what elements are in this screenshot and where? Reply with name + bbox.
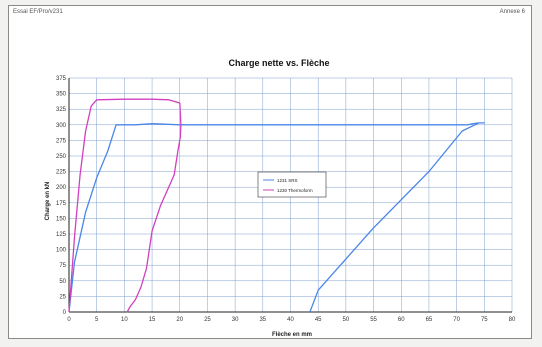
- x-tick-label-5: 25: [204, 317, 211, 323]
- x-tick-label-4: 20: [176, 317, 183, 323]
- y-tick-label-4: 100: [56, 248, 67, 254]
- y-tick-label-14: 350: [56, 92, 67, 98]
- x-tick-label-2: 10: [121, 317, 128, 323]
- legend: 1231 SRS 1230 Thermoform: [257, 171, 327, 198]
- y-axis-label: Charge en kN: [45, 182, 51, 221]
- x-tick-label-12: 60: [398, 317, 405, 323]
- x-tick-label-16: 80: [509, 317, 516, 323]
- x-tick-label-3: 15: [149, 317, 156, 323]
- x-tick-label-10: 50: [343, 317, 350, 323]
- y-tick-label-5: 125: [56, 232, 67, 238]
- x-tick-label-8: 40: [287, 317, 294, 323]
- x-tick-label-7: 35: [259, 317, 266, 323]
- y-tick-label-13: 325: [56, 107, 67, 113]
- line-chart: Charge nette vs. Flèche 0 5 10 15 20 25 30 35 40…: [45, 58, 516, 338]
- y-tick-label-15: 375: [56, 76, 67, 82]
- y-tick-label-12: 300: [56, 123, 67, 129]
- x-tick-label-15: 75: [481, 317, 488, 323]
- y-tick-label-0: 0: [63, 310, 67, 316]
- legend-label-thermoform: 1230 Thermoform: [277, 188, 313, 193]
- series-lines: [68, 98, 485, 313]
- legend-label-srs: 1231 SRS: [277, 178, 298, 183]
- x-tick-label-6: 30: [232, 317, 239, 323]
- series-line-0: [68, 122, 485, 313]
- x-tick-label-13: 65: [426, 317, 433, 323]
- axes: [68, 78, 512, 313]
- tick-labels: 0 5 10 15 20 25 30 35 40 45 50 55 60 65 70 75 80 0 25 50 75 1…: [56, 76, 516, 323]
- x-tick-label-11: 55: [370, 317, 377, 323]
- series-line-1: [68, 98, 182, 313]
- legend-box: [257, 171, 327, 198]
- x-tick-label-9: 45: [315, 317, 322, 323]
- header-annex: Annexe 6: [499, 9, 525, 15]
- y-tick-label-7: 175: [56, 201, 67, 207]
- chart-page-frame: Essai EF/Pro/v231 Annexe 6 Charge nette …: [8, 5, 532, 339]
- y-tick-label-9: 225: [56, 170, 67, 176]
- x-tick-label-14: 70: [453, 317, 460, 323]
- chart-title: Charge nette vs. Flèche: [228, 58, 329, 68]
- y-tick-label-6: 150: [56, 216, 67, 222]
- y-tick-label-11: 275: [56, 138, 67, 144]
- y-tick-label-3: 75: [59, 263, 66, 269]
- y-tick-label-1: 25: [59, 294, 66, 300]
- x-tick-label-1: 5: [95, 317, 99, 323]
- header-reference: Essai EF/Pro/v231: [13, 9, 63, 15]
- x-tick-label-0: 0: [67, 317, 71, 323]
- y-tick-label-2: 50: [59, 279, 66, 285]
- y-tick-label-10: 250: [56, 154, 67, 160]
- y-tick-label-8: 200: [56, 185, 67, 191]
- x-axis-label: Flèche en mm: [272, 332, 312, 338]
